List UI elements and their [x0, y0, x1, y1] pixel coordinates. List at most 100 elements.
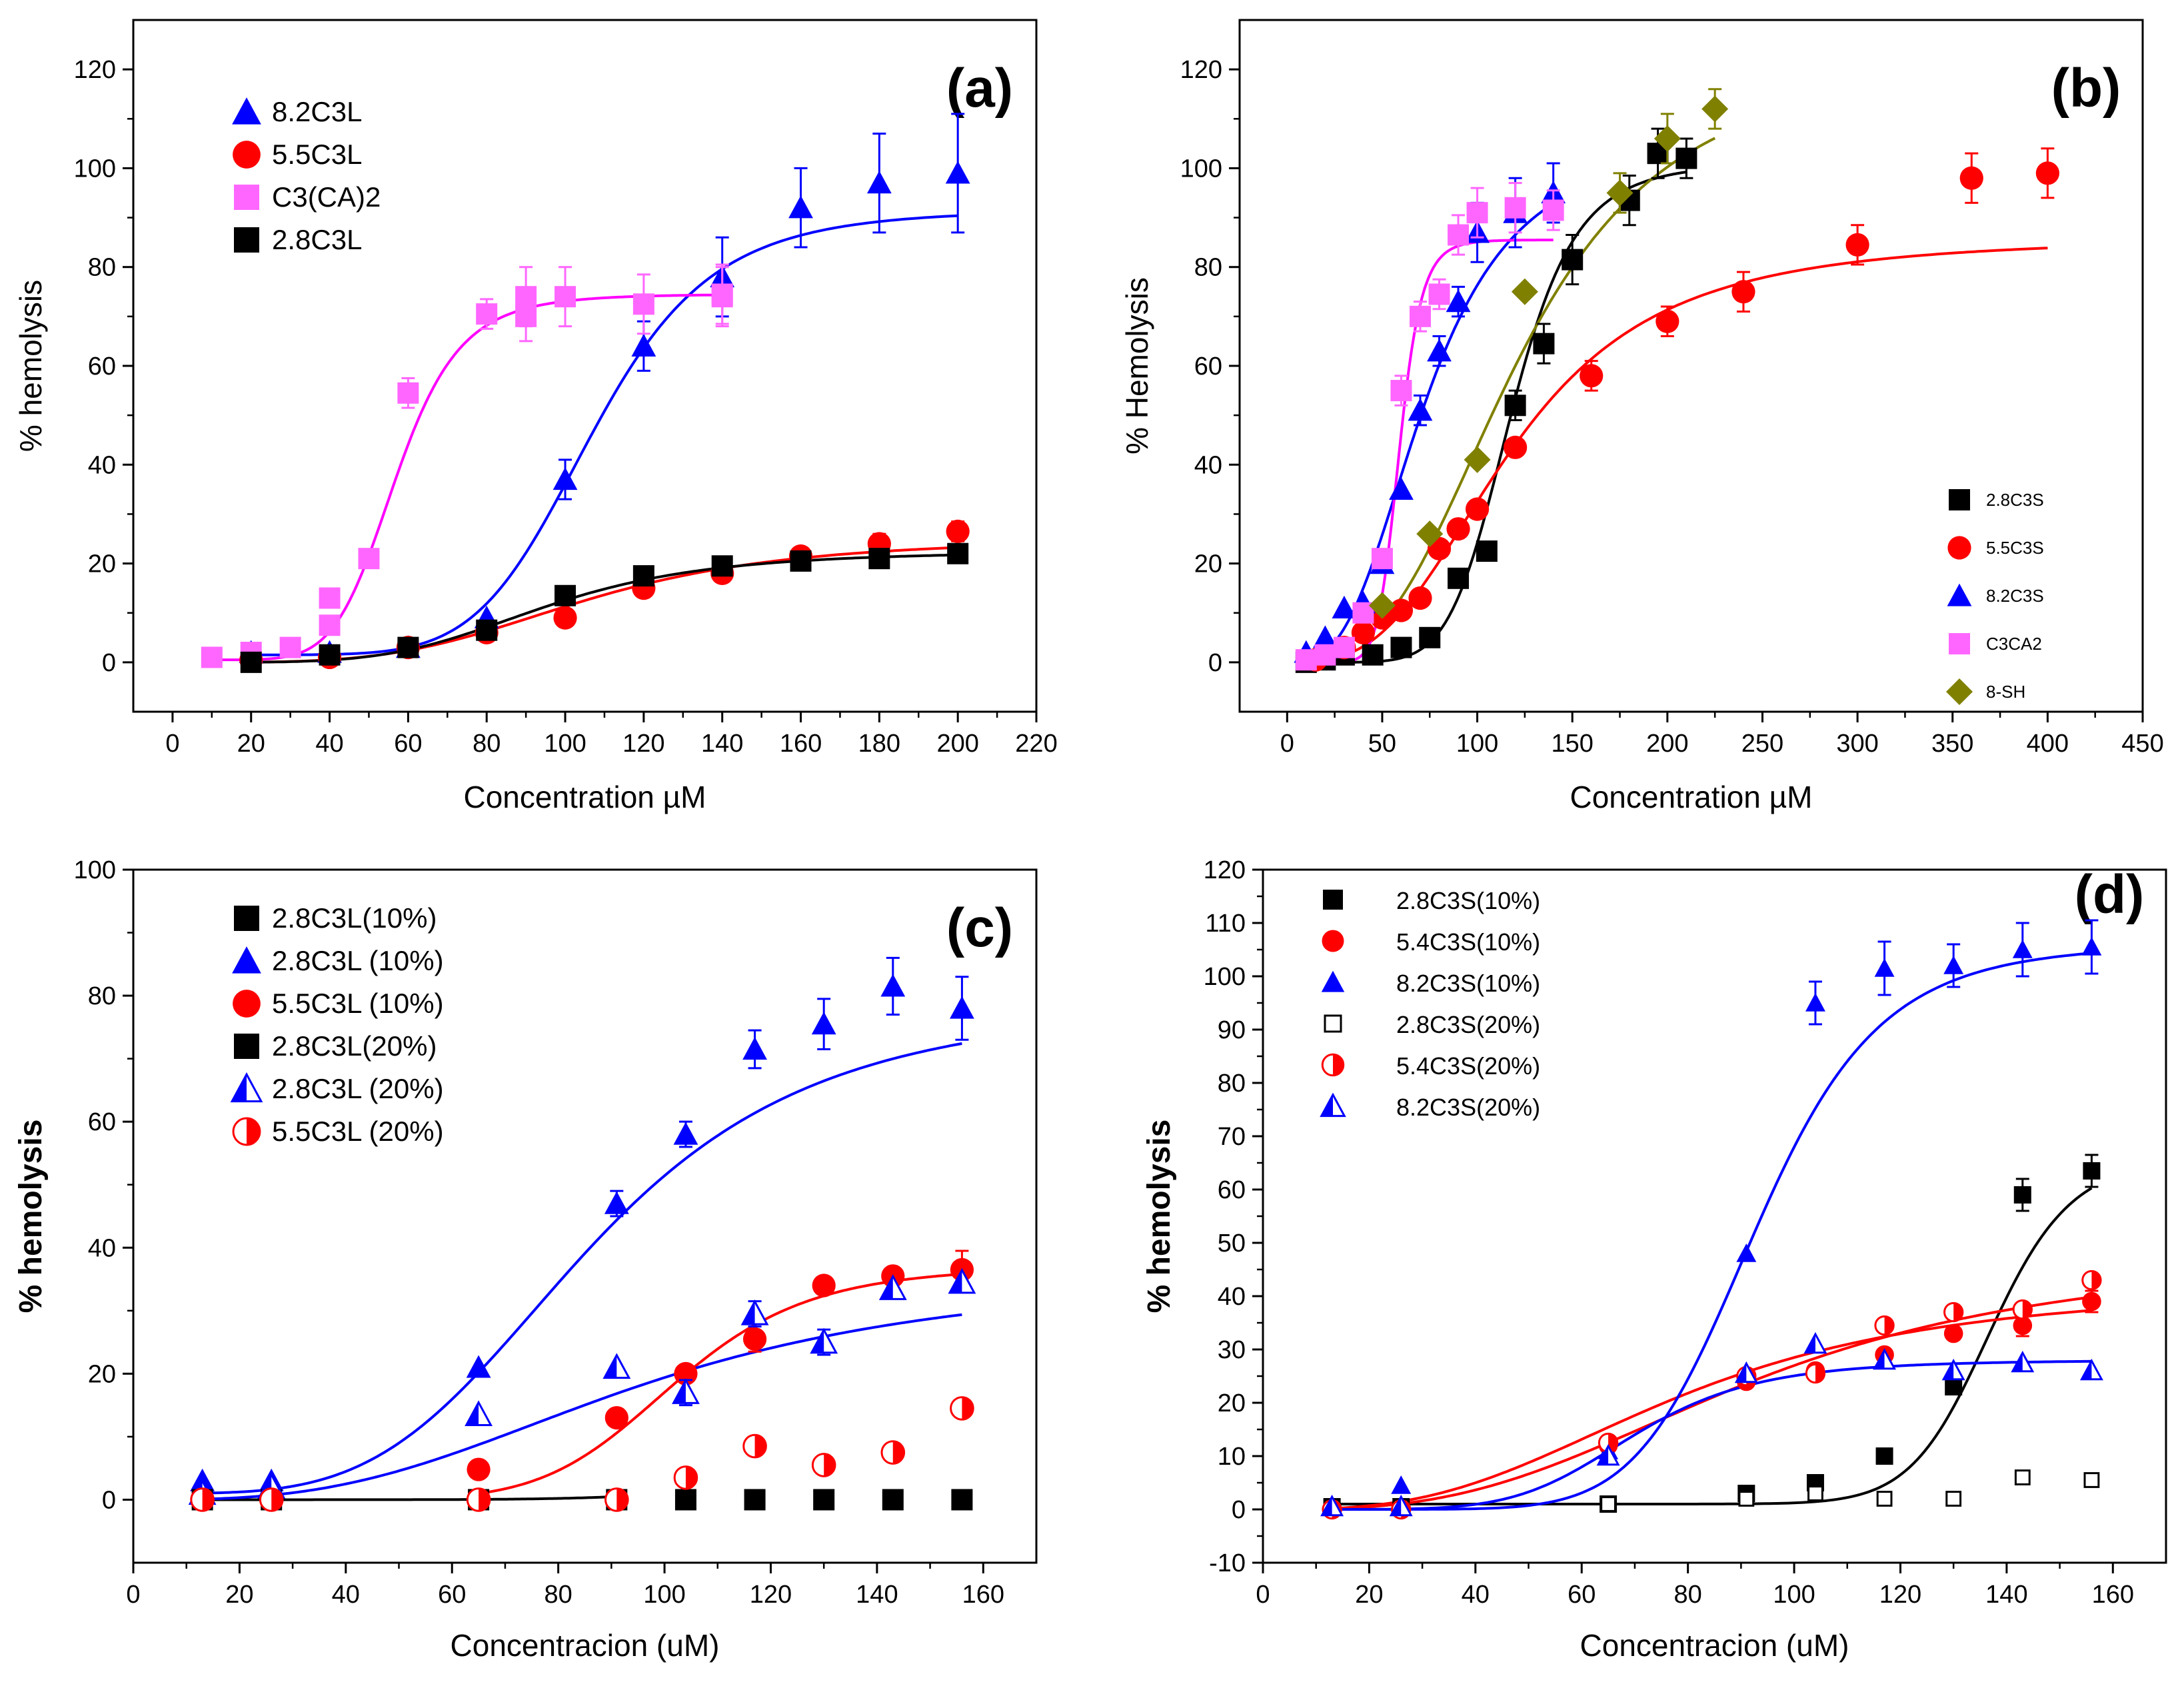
series-5-5c3l-20- [190, 1396, 974, 1512]
data-point [604, 1487, 629, 1512]
x-tick-label: 160 [780, 730, 822, 758]
x-tick-label: 250 [1741, 730, 1783, 758]
data-point [1408, 398, 1433, 421]
legend-label: 8.2C3L [272, 96, 362, 127]
y-tick-label: 80 [1194, 254, 1222, 282]
data-point [631, 333, 656, 357]
data-point [1465, 497, 1490, 521]
fit-curve-5-5c3l [251, 546, 958, 664]
data-point [1446, 289, 1471, 313]
x-tick-label: 100 [544, 730, 586, 758]
legend-marker [230, 1072, 263, 1103]
data-point [2011, 1350, 2035, 1373]
data-point [1959, 166, 1983, 190]
series-8-sh [1368, 88, 1729, 619]
legend-marker [1320, 1092, 1346, 1118]
legend-label: 2.8C3L (20%) [272, 1073, 444, 1104]
data-point [465, 1400, 493, 1426]
legend-label: 5.4C3S(10%) [1396, 928, 1540, 956]
data-point [1446, 517, 1470, 541]
legend-label: 2.8C3S(10%) [1396, 887, 1540, 914]
marker-half [479, 1488, 490, 1511]
data-point [1464, 446, 1491, 473]
marker-half [1321, 1094, 1333, 1116]
data-point [2035, 161, 2059, 185]
data-point [319, 587, 341, 609]
fit-curve-5-5c3s [1315, 247, 2048, 663]
y-tick-label: 80 [88, 982, 116, 1010]
series-2-8c3l-10- [674, 1489, 973, 1511]
data-point [476, 303, 498, 325]
x-axis-title: Concentration µM [1570, 780, 1812, 814]
fit-curve-8-2c3l [251, 214, 958, 656]
data-point [1428, 283, 1450, 305]
data-point [632, 293, 654, 315]
legend-label: 5.5C3L [272, 139, 362, 170]
legend-marker [232, 946, 261, 974]
x-tick-label: 100 [643, 1581, 685, 1609]
legend-label: 2.8C3S(20%) [1396, 1011, 1540, 1038]
legend-label: 8.2C3S [1986, 586, 2044, 606]
marker-half [247, 1118, 260, 1145]
fit-curve-2-8c3l-10- [202, 1042, 962, 1495]
x-tick-label: 140 [701, 730, 743, 758]
y-tick-label: 70 [1218, 1123, 1246, 1151]
data-point [1845, 233, 1869, 257]
series-5-4c3s-10- [1322, 1289, 2101, 1519]
data-point [1701, 95, 1729, 123]
data-point [604, 1191, 629, 1214]
data-point [1807, 1485, 1823, 1501]
plot-frame [132, 19, 1038, 713]
panel-c: 0 20 40 60 80 100 120 140 160 0 20 40 60 80 100 Concent… [13, 856, 1038, 1663]
data-point [744, 1489, 766, 1511]
data-point [1312, 625, 1338, 648]
x-tick-label: 120 [750, 1581, 792, 1609]
data-point [1511, 278, 1538, 305]
marker-half [1874, 1350, 1885, 1369]
x-tick-label: 0 [126, 1581, 140, 1609]
panel-a: 0 20 40 60 80 100 120 140 160 180 200 220 0 20 40 60 80 1… [13, 19, 1058, 814]
y-tick-label: 80 [1218, 1070, 1246, 1098]
data-point [1945, 1378, 1963, 1395]
x-tick-label: 160 [962, 1581, 1004, 1609]
data-point [1580, 364, 1604, 388]
panel-label: (d) [2075, 864, 2145, 925]
data-point [1943, 1323, 1963, 1343]
marker-half [1815, 1364, 1825, 1383]
panel-label: (a) [946, 58, 1013, 119]
y-tick-label: 120 [1180, 56, 1222, 84]
data-point [2079, 1358, 2103, 1381]
series-5-5c3l-10- [467, 1250, 974, 1481]
legend-label: 5.5C3S [1986, 538, 2044, 558]
x-tick-label: 60 [438, 1581, 466, 1609]
legend-label: 5.5C3L (20%) [272, 1116, 444, 1147]
data-point [1390, 636, 1412, 658]
data-point [1805, 1363, 1826, 1384]
marker-half [892, 1441, 904, 1464]
y-tick-label: 120 [74, 56, 116, 84]
y-tick-label: 40 [88, 451, 116, 479]
data-point [2081, 1269, 2102, 1291]
marker-half [1953, 1303, 1963, 1321]
data-point [948, 1267, 976, 1294]
data-point [632, 565, 654, 587]
y-axis-title: % hemolysis [13, 280, 48, 452]
data-point [1448, 567, 1470, 589]
legend-label: 8.2C3S(10%) [1396, 970, 1540, 997]
x-tick-label: 200 [1646, 730, 1688, 758]
data-point [673, 1465, 698, 1490]
marker-half [1736, 1363, 1747, 1382]
data-point [1874, 1315, 1895, 1336]
series-c3ca2 [1295, 182, 1564, 671]
y-axis-title: % Hemolysis [1120, 277, 1154, 454]
x-tick-label: 160 [2092, 1581, 2134, 1609]
data-point [1295, 649, 1317, 671]
data-point [950, 1396, 974, 1421]
legend-marker [1949, 633, 1970, 654]
fit-curve-5-5c3l-10- [478, 1272, 962, 1495]
x-tick-label: 0 [1280, 730, 1294, 758]
panel-label: (c) [946, 898, 1013, 958]
marker-half [616, 1488, 628, 1511]
fit-curve-8-2c3s-20- [1332, 1359, 2092, 1511]
